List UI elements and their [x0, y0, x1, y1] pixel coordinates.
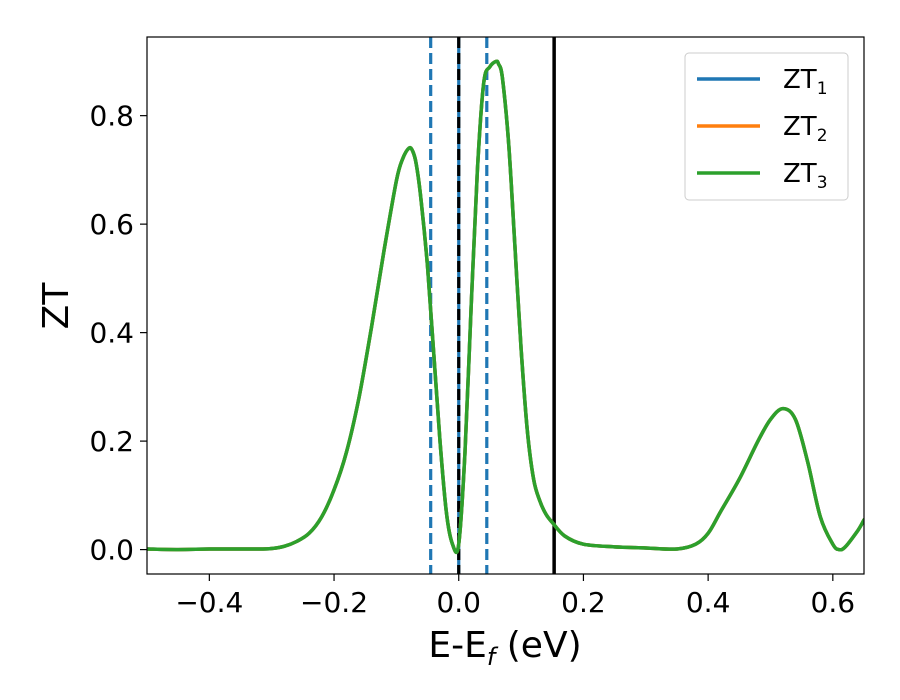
- y-tick-label: 0.4: [89, 317, 134, 350]
- legend-frame: [684, 52, 849, 201]
- x-axis-label-suffix: (eV): [495, 625, 581, 666]
- x-tick-label: −0.4: [175, 586, 243, 619]
- y-tick-label: 0.2: [89, 425, 134, 458]
- x-tick-label: 0.2: [561, 586, 606, 619]
- x-tick-label: 0.6: [811, 586, 856, 619]
- plot-frame: [146, 36, 865, 575]
- y-tick-label: 0.6: [89, 208, 134, 241]
- x-axis-label-base: E-E: [428, 625, 486, 666]
- x-axis-label: E-Ef (eV): [428, 625, 581, 671]
- y-axis-label: ZT: [36, 282, 77, 330]
- y-tick-label: 0.0: [89, 534, 134, 567]
- x-tick-label: 0.0: [436, 586, 481, 619]
- y-tick-label: 0.8: [89, 100, 134, 133]
- legend: ZT1 ZT2 ZT3: [684, 52, 849, 201]
- x-tick-label: 0.4: [686, 586, 731, 619]
- legend-label-zt1: ZT1: [783, 65, 828, 99]
- x-tick-label: −0.2: [300, 586, 368, 619]
- legend-label-zt2: ZT2: [783, 112, 828, 146]
- legend-label-zt3: ZT3: [783, 159, 828, 193]
- series-line-zt3: [147, 59, 864, 555]
